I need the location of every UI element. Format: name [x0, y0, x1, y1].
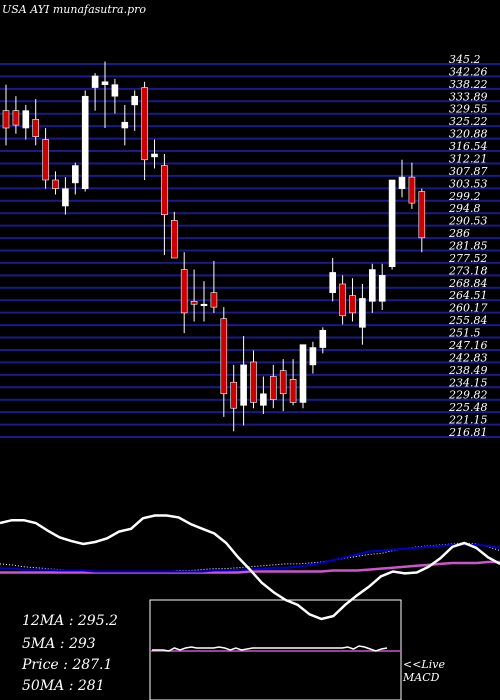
candle-body [309, 347, 317, 366]
price-label: 281.85 [448, 240, 488, 253]
candle-body [210, 292, 218, 308]
price-label: 294.8 [448, 202, 481, 215]
stat-price: Price : 287.1 [22, 657, 113, 673]
candle-body [220, 318, 228, 395]
candle-body [190, 301, 198, 305]
macd-label: MACD [403, 671, 440, 684]
candle-body [269, 376, 277, 400]
price-grid: 345.2342.26338.22333.89329.55325.22320.8… [0, 53, 500, 439]
candle-body [22, 110, 30, 129]
candle-body [319, 329, 327, 348]
price-label: 260.17 [448, 302, 488, 315]
candle-body [299, 344, 307, 403]
price-label: 316.54 [449, 140, 488, 153]
stat-12ma: 12MA : 295.2 [22, 613, 118, 629]
price-label: 247.16 [448, 339, 488, 352]
candle-body [240, 364, 247, 406]
candle-body [32, 119, 40, 137]
candle-body [398, 176, 406, 189]
indicator-panel [0, 514, 500, 621]
price-label: 273.18 [448, 264, 488, 277]
price-label: 345.2 [449, 53, 481, 66]
candle-body [52, 179, 59, 189]
candle-body [121, 121, 129, 129]
candle-body [250, 361, 257, 403]
candle-body [141, 87, 148, 161]
stat-50ma: 50MA : 281 [22, 678, 105, 694]
candle-body [2, 110, 10, 129]
candle-body [161, 165, 168, 215]
price-label: 342.26 [449, 65, 488, 78]
candle-body [260, 393, 267, 406]
price-label: 333.89 [449, 90, 488, 103]
price-label: 320.88 [449, 128, 488, 141]
candle-body [368, 269, 376, 302]
price-label: 234.15 [448, 376, 488, 389]
price-label: 225.48 [448, 401, 488, 414]
candle-body [12, 110, 20, 126]
price-label: 338.22 [449, 78, 488, 91]
price-label: 242.83 [448, 351, 488, 364]
candle-body [91, 75, 99, 88]
candle-body [289, 379, 297, 403]
price-label: 255.84 [448, 314, 488, 327]
candle-body [279, 370, 287, 395]
live-label: <<Live [403, 658, 445, 671]
candle-body [72, 165, 79, 184]
candle-body [131, 95, 138, 106]
price-label: 268.84 [448, 277, 488, 290]
price-label: 251.5 [448, 327, 481, 340]
price-label: 329.55 [449, 103, 488, 116]
price-label: 229.82 [448, 389, 488, 402]
candle-body [408, 176, 416, 204]
price-label: 238.49 [448, 364, 488, 377]
candle-body [378, 275, 386, 302]
candlesticks [2, 61, 426, 432]
price-label: 290.53 [448, 215, 488, 228]
candle-body [62, 188, 69, 207]
macd-frame [149, 599, 402, 700]
candle-body [151, 153, 158, 158]
price-label: 307.87 [449, 165, 488, 178]
price-label: 277.52 [448, 252, 488, 265]
candle-body [171, 220, 178, 259]
price-label: 325.22 [449, 115, 488, 128]
price-label: 303.53 [449, 177, 488, 190]
price-label: 299.2 [448, 190, 481, 203]
price-label: 221.15 [448, 414, 488, 427]
live-macd-link[interactable]: <<Live MACD [403, 658, 445, 684]
indicator-pink-line [0, 560, 500, 574]
candle-body [200, 303, 208, 307]
price-label: 286 [448, 227, 470, 240]
candle-body [81, 95, 89, 189]
candle-body [339, 283, 346, 317]
chart-title: USA AYI munafasutra.pro [2, 3, 147, 16]
candle-body [349, 295, 356, 314]
candle-body [388, 179, 396, 267]
candle-body [101, 81, 109, 85]
indicator-white-line [0, 514, 500, 621]
candle-body [329, 272, 337, 293]
macd-panel [149, 599, 402, 700]
candle-body [42, 139, 49, 181]
candle-body [180, 269, 188, 314]
candle-body [418, 191, 426, 239]
price-label: 216.81 [448, 426, 488, 439]
stat-5ma: 5MA : 293 [22, 636, 96, 652]
candle-body [230, 381, 237, 409]
price-label: 264.51 [448, 289, 488, 302]
candle-body [111, 84, 119, 97]
candle-body [359, 298, 366, 328]
price-label: 312.21 [449, 152, 488, 165]
macd-line [152, 645, 388, 652]
